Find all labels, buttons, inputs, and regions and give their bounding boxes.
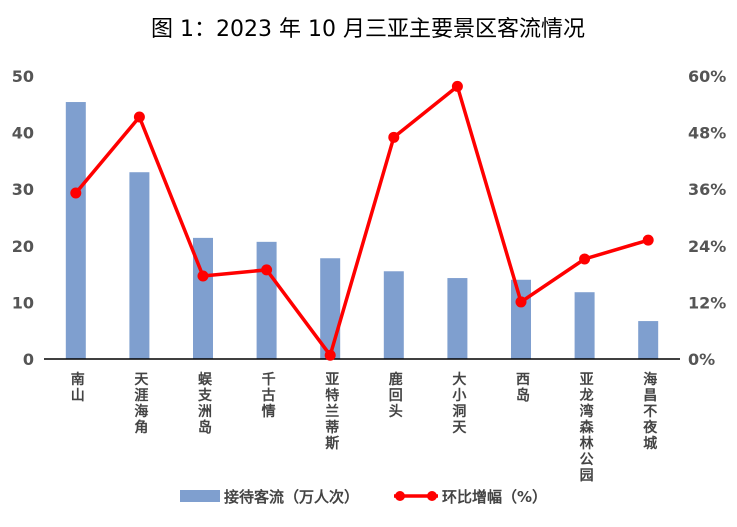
right-tick-label: 48% bbox=[688, 124, 726, 143]
chart-title: 图 1：2023 年 10 月三亚主要景区客流情况 bbox=[151, 17, 585, 42]
line-point bbox=[388, 131, 400, 143]
category-label: 鹿回头 bbox=[388, 371, 403, 420]
line-point bbox=[261, 264, 273, 276]
line-point bbox=[451, 80, 463, 92]
line-point bbox=[70, 187, 82, 199]
left-tick-label: 0 bbox=[23, 350, 34, 369]
right-tick-label: 24% bbox=[688, 237, 726, 256]
line-point bbox=[579, 253, 591, 265]
category-label: 大小洞天 bbox=[452, 371, 467, 436]
legend-line-marker bbox=[427, 491, 437, 501]
bar bbox=[65, 102, 86, 359]
bar bbox=[638, 321, 659, 359]
line-point bbox=[642, 234, 654, 246]
right-tick-label: 60% bbox=[688, 67, 726, 86]
right-tick-label: 36% bbox=[688, 180, 726, 199]
bar bbox=[383, 271, 404, 359]
left-tick-label: 30 bbox=[12, 180, 34, 199]
category-label: 天涯海角 bbox=[134, 372, 149, 436]
category-label: 西岛 bbox=[516, 372, 530, 404]
bar bbox=[511, 279, 531, 359]
category-label: 千古情 bbox=[262, 371, 276, 420]
bar bbox=[256, 241, 277, 359]
category-label: 蜈支洲岛 bbox=[197, 371, 213, 436]
legend-line-marker bbox=[395, 491, 405, 501]
bar bbox=[129, 172, 150, 359]
legend-line-label: 环比增幅（%） bbox=[442, 488, 547, 506]
legend-bar-swatch bbox=[180, 490, 220, 502]
category-label: 亚特兰蒂斯 bbox=[325, 372, 339, 452]
category-label: 亚龙湾森林公园 bbox=[579, 372, 595, 484]
right-tick-label: 0% bbox=[688, 350, 715, 369]
left-tick-label: 10 bbox=[12, 293, 34, 312]
line-point bbox=[324, 349, 336, 361]
legend-bar-label: 接待客流（万人次） bbox=[224, 488, 359, 506]
line-point bbox=[133, 111, 145, 123]
left-tick-label: 40 bbox=[12, 124, 34, 143]
right-tick-label: 12% bbox=[688, 293, 726, 312]
category-label: 南山 bbox=[71, 371, 85, 404]
left-tick-label: 50 bbox=[12, 67, 34, 86]
bar bbox=[447, 278, 468, 359]
category-label: 海昌不夜城 bbox=[642, 371, 658, 452]
line-point bbox=[197, 270, 209, 282]
left-tick-label: 20 bbox=[12, 237, 34, 256]
line-series bbox=[74, 83, 649, 360]
bar bbox=[574, 292, 595, 359]
line-point bbox=[515, 296, 527, 308]
